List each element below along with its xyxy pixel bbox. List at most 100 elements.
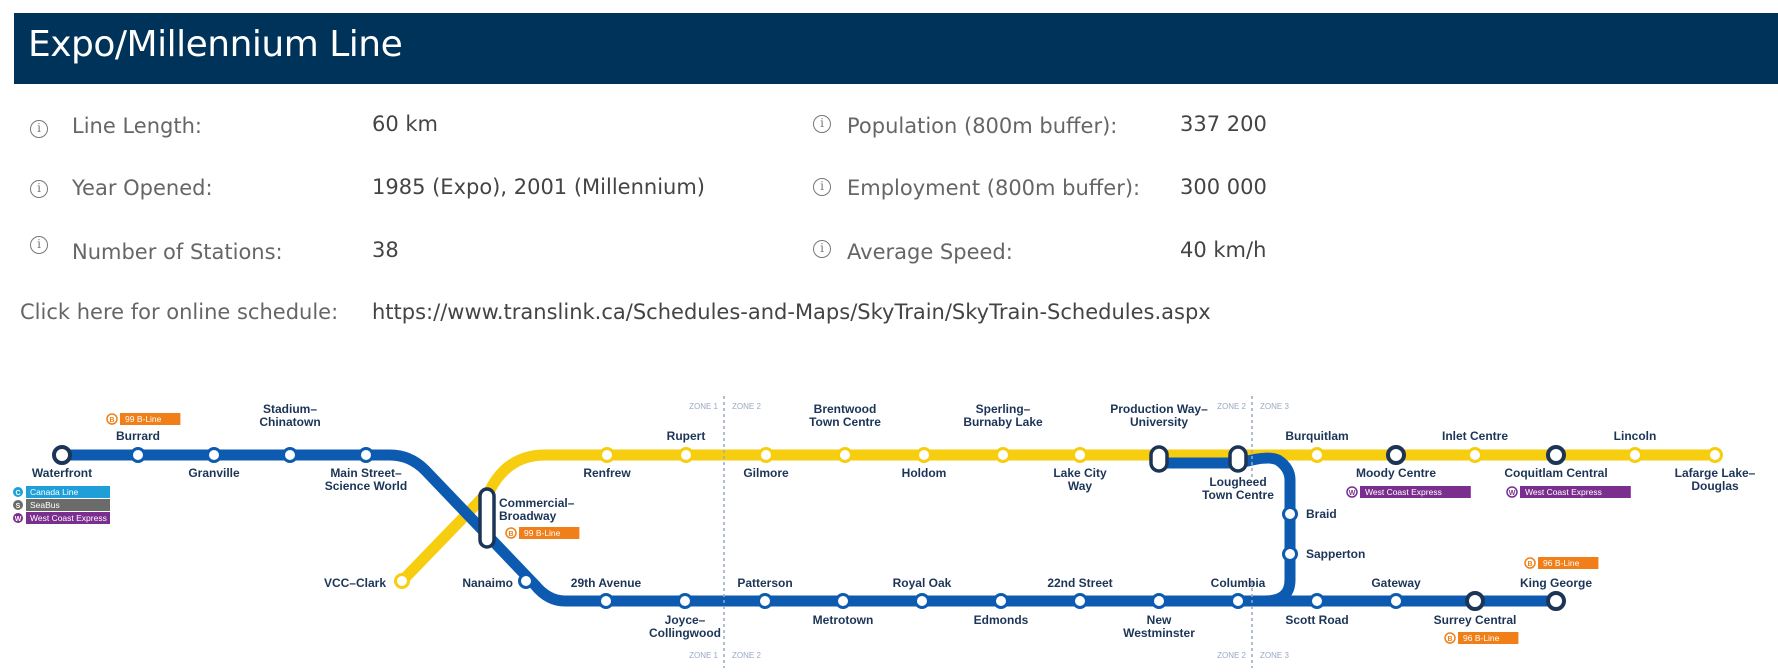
station-lafarge — [1707, 447, 1723, 463]
station-nanaimo-label: Nanaimo — [462, 576, 513, 590]
wce-badge-moody-centre-text: West Coast Express — [1365, 487, 1442, 497]
station-vcc-clark — [394, 573, 410, 589]
station-sperling — [995, 447, 1011, 463]
station-lake-city — [1072, 447, 1088, 463]
legend-canada-line: C Canada Line — [13, 486, 110, 498]
station-columbia-label: Columbia — [1211, 576, 1266, 590]
zone-label: ZONE 3 — [1260, 651, 1289, 660]
avg-speed-value: 40 km/h — [1180, 238, 1267, 262]
station-royal-oak — [914, 593, 930, 609]
station-inlet-centre-label: Inlet Centre — [1442, 429, 1508, 443]
station-renfrew-label: Renfrew — [583, 466, 631, 480]
station-sapperton-label: Sapperton — [1306, 547, 1365, 561]
zone-label: ZONE 2 — [732, 651, 761, 660]
line-length-label: Line Length: — [72, 114, 202, 138]
station-patterson-label: Patterson — [737, 576, 792, 590]
station-brentwood — [837, 447, 853, 463]
svg-text:C: C — [15, 490, 20, 497]
station-edmonds-label: Edmonds — [974, 613, 1029, 627]
station-vcc-clark-label: VCC–Clark — [324, 576, 386, 590]
station-granville-label: Granville — [188, 466, 240, 480]
station-lincoln — [1627, 447, 1643, 463]
station-burrard — [130, 447, 146, 463]
station-patterson — [757, 593, 773, 609]
station-holdom — [916, 447, 932, 463]
station-rupert-label: Rupert — [667, 429, 706, 443]
year-opened-label: Year Opened: — [72, 176, 213, 200]
station-royal-oak-label: Royal Oak — [893, 576, 952, 590]
zone-label: ZONE 3 — [1260, 402, 1289, 411]
station-brentwood-label: Brentwood Town Centre — [809, 402, 881, 429]
info-icon[interactable]: i — [813, 240, 831, 258]
wce-badge-coquitlam-central-text: West Coast Express — [1525, 487, 1602, 497]
legend-wce-text: West Coast Express — [30, 513, 107, 523]
bline-badge-surrey-central: B 96 B-Line — [1444, 632, 1519, 644]
station-lougheed-label: Lougheed Town Centre — [1202, 475, 1274, 502]
station-22nd-street-label: 22nd Street — [1047, 576, 1112, 590]
zone-label: ZONE 1 — [689, 651, 718, 660]
line-length-value: 60 km — [372, 112, 439, 136]
station-29th-avenue — [598, 593, 614, 609]
station-sapperton — [1282, 546, 1298, 562]
station-gilmore-label: Gilmore — [743, 466, 789, 480]
population-label: Population (800m buffer): — [847, 114, 1118, 138]
station-main-street-label: Main Street– Science World — [325, 466, 407, 493]
station-braid-label: Braid — [1306, 507, 1337, 521]
svg-text:S: S — [16, 503, 21, 510]
zone-label: ZONE 2 — [1217, 402, 1246, 411]
station-burquitlam-label: Burquitlam — [1285, 429, 1348, 443]
station-coquitlam-central-label: Coquitlam Central — [1504, 466, 1607, 480]
station-waterfront — [52, 445, 72, 465]
svg-text:B: B — [1447, 636, 1452, 643]
station-lake-city-label: Lake City Way — [1053, 466, 1107, 493]
bline-badge-commercial-text: 99 B-Line — [524, 528, 561, 538]
info-icon[interactable]: i — [30, 236, 48, 254]
info-icon[interactable]: i — [30, 120, 48, 138]
station-stadium-label: Stadium– Chinatown — [259, 402, 320, 429]
zone-label: ZONE 2 — [1217, 651, 1246, 660]
schedule-link[interactable]: https://www.translink.ca/Schedules-and-M… — [372, 300, 1211, 324]
station-renfrew — [599, 447, 615, 463]
station-king-george-label: King George — [1520, 576, 1592, 590]
num-stations-label: Number of Stations: — [72, 240, 283, 264]
info-icon[interactable]: i — [813, 115, 831, 133]
bline-badge-commercial: B 99 B-Line — [505, 527, 580, 539]
wce-badge-moody-centre: W West Coast Express — [1346, 486, 1471, 498]
info-icon[interactable]: i — [30, 180, 48, 198]
station-moody-centre — [1386, 445, 1406, 465]
svg-text:W: W — [1509, 490, 1516, 497]
bline-badge-king-george-text: 96 B-Line — [1543, 558, 1580, 568]
station-waterfront-label: Waterfront — [32, 466, 92, 480]
station-joyce-label: Joyce– Collingwood — [649, 613, 721, 640]
station-rupert — [678, 447, 694, 463]
station-gateway-label: Gateway — [1371, 576, 1421, 590]
station-lafarge-label: Lafarge Lake– Douglas — [1675, 466, 1756, 493]
station-new-westminster — [1151, 593, 1167, 609]
station-surrey-central — [1465, 591, 1485, 611]
station-stadium — [282, 447, 298, 463]
info-icon[interactable]: i — [813, 178, 831, 196]
employment-value: 300 000 — [1180, 175, 1267, 199]
station-edmonds — [993, 593, 1009, 609]
station-braid — [1282, 506, 1298, 522]
legend-wce: W West Coast Express — [13, 512, 110, 524]
avg-speed-label: Average Speed: — [847, 240, 1013, 264]
bline-badge-surrey-central-text: 96 B-Line — [1463, 633, 1500, 643]
bline-badge-burrard: B 99 B-Line — [106, 413, 181, 425]
page-title: Expo/Millennium Line — [28, 24, 403, 65]
num-stations-value: 38 — [372, 238, 399, 262]
legend-canada-line-text: Canada Line — [30, 487, 78, 497]
station-commercial-broadway-label: Commercial– Broadway — [499, 496, 575, 523]
skytrain-map: ZONE 1 ZONE 2 ZONE 1 ZONE 2 ZONE 2 ZONE 3 ZONE… — [13, 396, 1756, 668]
svg-text:B: B — [109, 417, 114, 424]
page-header: Expo/Millennium Line — [14, 13, 1778, 84]
station-gilmore — [758, 447, 774, 463]
station-surrey-central-label: Surrey Central — [1434, 613, 1517, 627]
station-new-westminster-label: New Westminster — [1123, 613, 1195, 640]
station-lougheed — [1228, 445, 1248, 473]
wce-badge-coquitlam-central: W West Coast Express — [1506, 486, 1631, 498]
station-production-way — [1149, 445, 1169, 473]
station-granville — [206, 447, 222, 463]
station-columbia — [1230, 593, 1246, 609]
station-metrotown — [835, 593, 851, 609]
